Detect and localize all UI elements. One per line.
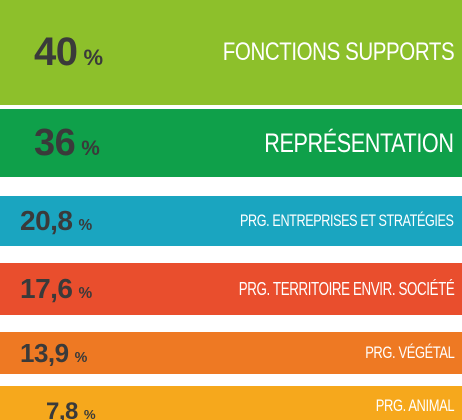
percentage-unit: % [74, 349, 88, 366]
band-label: PRG. ENTREPRISES ET STRATÉGIES [240, 211, 454, 230]
band-label: REPRÉSENTATION [264, 127, 455, 158]
band-label: PRG. TERRITOIRE ENVIR. SOCIÉTÉ [238, 278, 454, 299]
percentage-unit: % [83, 407, 96, 420]
band: 7,8% PRG. ANIMAL [0, 386, 462, 420]
band-label: PRG. VÉGÉTAL [364, 343, 455, 362]
percentage: 36% [34, 121, 100, 165]
percentage-unit: % [83, 45, 104, 70]
band: 13,9% PRG. VÉGÉTAL [0, 332, 462, 374]
percentage: 7,8% [46, 398, 96, 420]
band: 36% REPRÉSENTATION [0, 109, 462, 177]
percentage: 17,6% [20, 273, 92, 305]
percentage-value: 7,8 [46, 398, 78, 420]
percentage-value: 17,6 [20, 273, 73, 304]
band: 17,6% PRG. TERRITOIRE ENVIR. SOCIÉTÉ [0, 263, 462, 315]
percentage-unit: % [78, 217, 93, 234]
band: 40% FONCTIONS SUPPORTS [0, 0, 462, 105]
band-label: PRG. ANIMAL [375, 396, 455, 415]
percentage: 40% [34, 30, 103, 75]
percentage-unit: % [81, 136, 100, 160]
percentage: 20,8% [20, 205, 92, 237]
band-label: FONCTIONS SUPPORTS [222, 38, 455, 66]
percentage-value: 13,9 [20, 337, 69, 368]
percentage: 13,9% [20, 338, 87, 369]
band: 20,8% PRG. ENTREPRISES ET STRATÉGIES [0, 196, 462, 246]
percentage-value: 20,8 [20, 205, 73, 236]
percentage-value: 36 [34, 121, 76, 164]
percentage-value: 40 [34, 30, 78, 74]
percentage-unit: % [78, 285, 93, 302]
